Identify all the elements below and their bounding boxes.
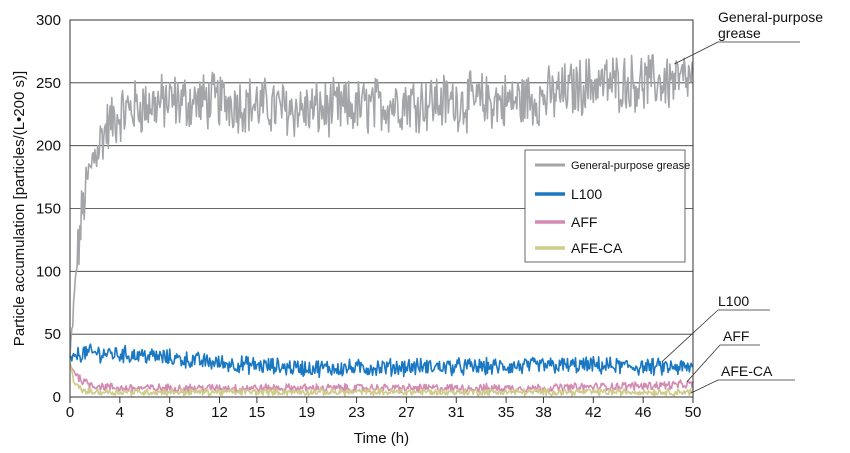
legend-box	[524, 149, 686, 263]
x-axis-label: Time (h)	[354, 430, 409, 447]
series-line-3	[69, 362, 694, 397]
legend-label: L100	[571, 186, 602, 202]
y-tick-label: 0	[53, 389, 61, 406]
y-tick-label: 250	[36, 75, 61, 92]
annotation-leader-line	[661, 309, 719, 363]
legend-label: AFF	[571, 214, 597, 230]
series-line-2	[69, 365, 694, 394]
x-tick-label: 46	[635, 404, 652, 421]
annotation-leader-line	[674, 41, 719, 65]
x-tick-label: 15	[249, 404, 266, 421]
y-tick-label: 300	[36, 12, 61, 29]
series-line-1	[69, 343, 694, 379]
x-tick-label: 19	[298, 404, 315, 421]
y-axis-ticks: 0 50 100 150 200 250 300	[36, 12, 61, 406]
annotation-label: General-purpose	[718, 9, 823, 25]
annotation-label: AFF	[723, 328, 749, 344]
x-tick-label: 23	[348, 404, 365, 421]
plot-border	[69, 19, 694, 398]
x-tick-label: 31	[448, 404, 465, 421]
x-tick-label: 35	[498, 404, 515, 421]
x-tick-label: 4	[116, 404, 124, 421]
x-tick-label: 8	[166, 404, 174, 421]
plot-frame	[69, 19, 694, 398]
x-tick-label: 27	[398, 404, 415, 421]
legend-label: AFE-CA	[571, 240, 623, 256]
x-tick-label: 42	[585, 404, 602, 421]
legend-label: General-purpose grease	[571, 160, 690, 172]
annotation-label: L100	[718, 293, 749, 309]
x-axis-ticks: 0 4 8 12 15 19 23 27 31 35 38 42 46 50	[66, 397, 702, 421]
gridlines	[70, 82, 693, 335]
x-tick-label: 0	[66, 404, 74, 421]
annotation-leader-line	[686, 344, 721, 383]
series-layer	[69, 54, 694, 397]
y-axis-label: Particle accumulation [particles/(L•200 …	[11, 71, 28, 346]
y-tick-label: 200	[36, 138, 61, 155]
annotation-leader-line	[690, 379, 719, 394]
x-tick-label: 12	[211, 404, 228, 421]
y-tick-label: 150	[36, 201, 61, 218]
y-tick-label: 100	[36, 263, 61, 280]
x-tick-label: 38	[535, 404, 552, 421]
annotation-label: AFE-CA	[721, 363, 773, 379]
annotation-label: grease	[718, 25, 761, 41]
x-tick-label: 50	[685, 404, 702, 421]
y-tick-label: 50	[44, 326, 61, 343]
legend: General-purpose grease L100 AFF AFE-CA	[524, 149, 690, 263]
series-line-0	[69, 54, 694, 357]
